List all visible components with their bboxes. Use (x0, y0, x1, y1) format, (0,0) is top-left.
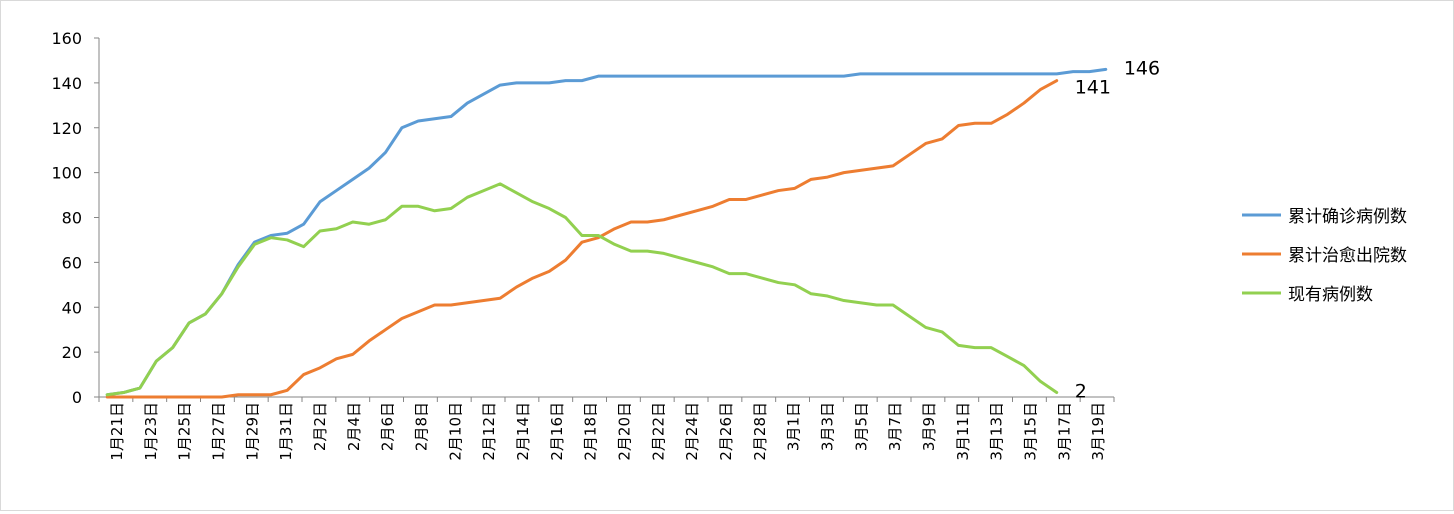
x-tick-label: 2月4日 (345, 402, 363, 451)
x-tick-label: 2月24日 (683, 402, 701, 461)
x-tick-label: 2月20日 (615, 402, 633, 461)
x-tick-label: 3月15日 (1021, 402, 1039, 461)
x-tick-label: 2月26日 (717, 402, 735, 461)
y-tick-label: 40 (62, 298, 82, 317)
series-line-1 (105, 67, 1108, 397)
axes (94, 37, 1115, 402)
series-end-label-1: 146 (1124, 57, 1160, 79)
legend-label-3: 现有病例数 (1288, 285, 1373, 305)
y-tick-label: 20 (62, 343, 82, 362)
x-tick-label: 3月17日 (1055, 402, 1073, 461)
x-tick-label: 3月13日 (988, 402, 1006, 461)
series-end-label-3: 2 (1075, 381, 1087, 403)
series-lines (105, 67, 1108, 399)
y-tick-labels: 0 20 40 60 80 100 120 140 160 (51, 29, 82, 407)
x-tick-label: 1月23日 (142, 402, 160, 461)
x-tick-label: 3月7日 (886, 402, 904, 451)
x-tick-label: 2月16日 (548, 402, 566, 461)
x-tick-labels: 1月21日 1月23日 1月25日 1月27日 1月29日 1月31日 2月2日 2月4日 2月… (108, 402, 1107, 461)
x-tick-label: 1月29日 (243, 402, 261, 461)
legend-label-2: 累计治愈出院数 (1288, 246, 1407, 266)
x-tick-label: 1月27日 (209, 402, 227, 461)
x-tick-label: 2月2日 (311, 402, 329, 451)
series-line-2 (105, 79, 1059, 399)
x-tick-label: 3月11日 (954, 402, 972, 461)
x-tick-label: 3月5日 (852, 402, 870, 451)
legend-label-1: 累计确诊病例数 (1288, 207, 1407, 227)
y-tick-label: 160 (51, 29, 82, 48)
y-tick-label: 100 (51, 164, 82, 183)
x-tick-label: 2月6日 (379, 402, 397, 451)
end-labels: 146 141 2 (1075, 57, 1160, 402)
x-tick-label: 3月19日 (1089, 402, 1107, 461)
x-tick-label: 1月25日 (176, 402, 194, 461)
x-tick-label: 2月18日 (582, 402, 600, 461)
y-tick-label: 140 (51, 74, 82, 93)
x-tick-label: 2月12日 (480, 402, 498, 461)
x-tick-label: 2月22日 (649, 402, 667, 461)
x-tick-label: 2月28日 (751, 402, 769, 461)
x-tick-label: 3月9日 (920, 402, 938, 451)
x-tick-label: 2月8日 (412, 402, 430, 451)
y-tick-label: 120 (51, 119, 82, 138)
x-tick-label: 3月3日 (818, 402, 836, 451)
y-tick-label: 60 (62, 253, 82, 272)
y-tick-label: 0 (72, 388, 82, 407)
x-tick-label: 1月31日 (277, 402, 295, 461)
x-tick-label: 2月10日 (446, 402, 464, 461)
series-end-label-2: 141 (1075, 77, 1111, 99)
x-tick-label: 2月14日 (514, 402, 532, 461)
y-tick-label: 80 (62, 209, 82, 228)
series-line-3 (105, 182, 1059, 397)
x-tick-label: 1月21日 (108, 402, 126, 461)
x-tick-label: 3月1日 (785, 402, 803, 451)
